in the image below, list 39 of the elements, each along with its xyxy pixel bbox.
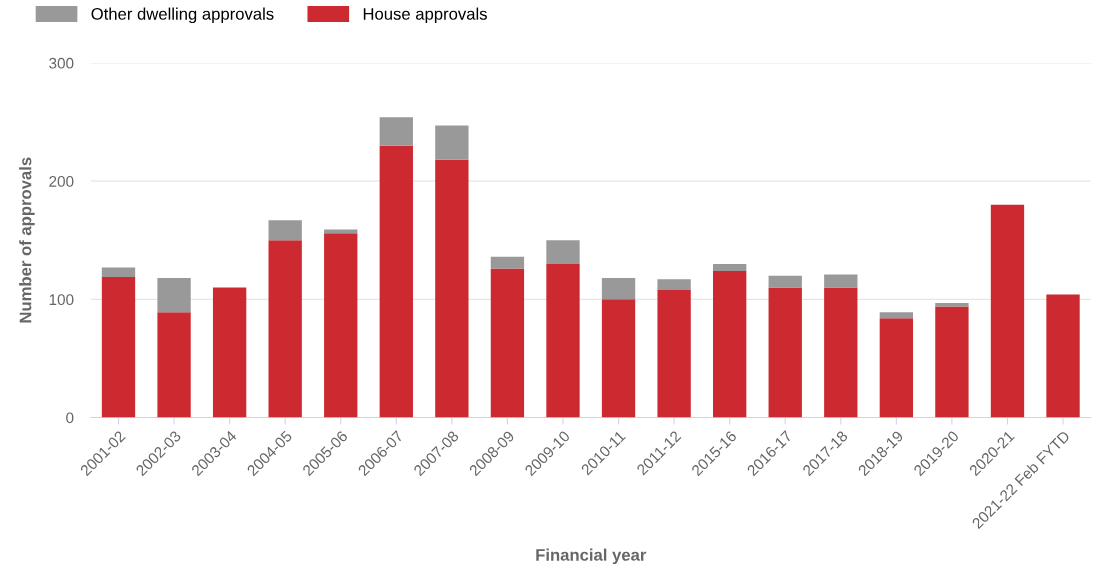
bar <box>379 145 413 418</box>
bar <box>713 270 747 418</box>
bar <box>879 312 914 319</box>
bar <box>546 240 580 264</box>
legend-label: Other dwelling approvals <box>91 7 274 24</box>
legend-label: House approvals <box>363 7 487 24</box>
bar <box>212 287 247 418</box>
bar <box>768 287 802 418</box>
bar <box>490 268 525 418</box>
y-tick-label: 300 <box>49 57 74 69</box>
x-axis-title: Financial year <box>536 548 647 565</box>
bar <box>879 318 914 418</box>
bar <box>157 312 191 418</box>
bar <box>601 299 636 418</box>
y-axis-title: Number of approvals <box>19 157 35 323</box>
bar <box>157 278 191 313</box>
bar <box>768 275 802 288</box>
bar <box>435 125 469 160</box>
bar <box>990 204 1025 418</box>
y-tick-label: 0 <box>66 412 74 424</box>
bar <box>601 278 636 300</box>
bar <box>546 263 580 418</box>
bar <box>101 276 136 418</box>
bar <box>101 267 136 277</box>
bar <box>435 159 469 418</box>
bar <box>379 117 413 146</box>
bar <box>935 306 969 418</box>
bar <box>824 274 858 288</box>
bar <box>1046 294 1080 418</box>
bar <box>713 263 747 271</box>
y-tick-label: 200 <box>49 176 74 187</box>
bar <box>268 240 302 418</box>
bar <box>657 289 691 418</box>
bar <box>324 233 358 418</box>
y-tick-label: 100 <box>49 294 74 306</box>
bar <box>657 279 691 290</box>
bar <box>490 256 525 269</box>
bar <box>268 220 302 241</box>
bar <box>824 287 858 418</box>
